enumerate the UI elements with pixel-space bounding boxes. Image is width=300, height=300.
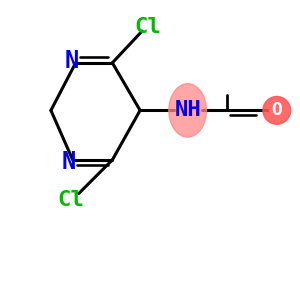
Text: O: O [272,101,282,119]
Text: N: N [61,150,76,174]
Ellipse shape [169,84,206,137]
Text: Cl: Cl [57,190,84,209]
Text: NH: NH [174,100,201,120]
Ellipse shape [263,97,291,124]
Text: N: N [64,49,79,73]
Text: Cl: Cl [135,17,161,37]
